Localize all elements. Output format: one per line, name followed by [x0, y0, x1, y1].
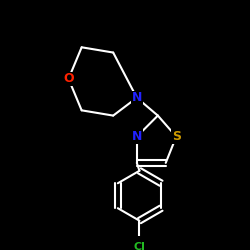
Text: S: S	[172, 130, 181, 143]
Text: N: N	[132, 91, 142, 104]
Text: Cl: Cl	[134, 242, 145, 250]
Text: N: N	[132, 130, 142, 143]
Text: O: O	[63, 72, 74, 85]
